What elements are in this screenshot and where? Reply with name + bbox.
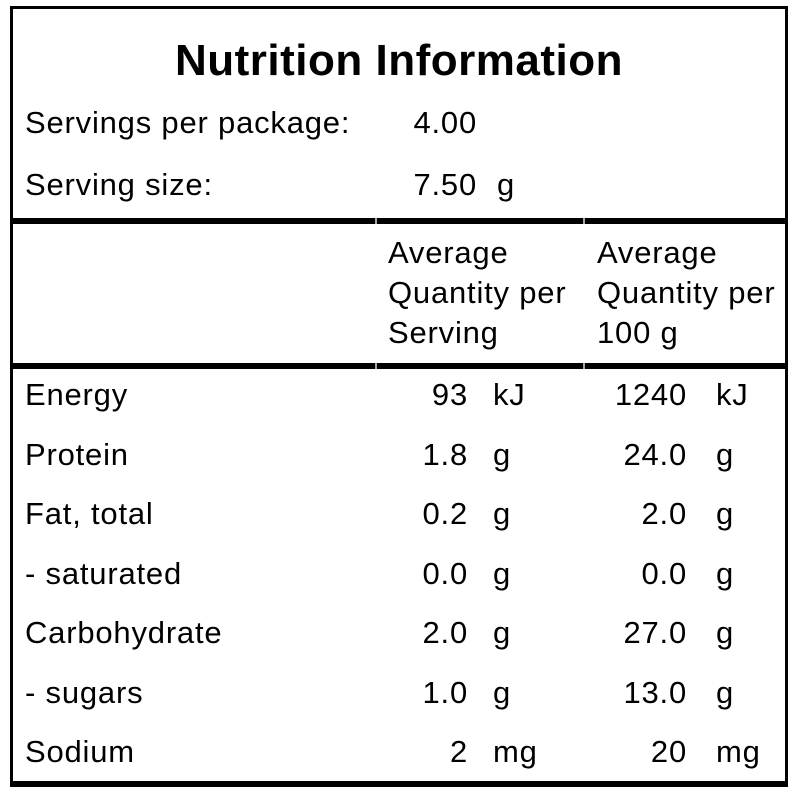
per-serving-unit: g <box>493 674 512 710</box>
per-100g-value: 2.0 <box>641 496 687 531</box>
nutrient-label: Carbohydrate <box>25 615 223 650</box>
per-serving-value: 0.0 <box>422 555 468 591</box>
nutrient-row-protein: Protein 1.8 g 24.0 g <box>13 435 785 495</box>
per-serving-value: 2 <box>449 734 468 769</box>
per-serving-value: 1.0 <box>422 674 468 710</box>
nutrient-label: Fat, total <box>25 496 154 531</box>
nutrient-row-carbohydrate: Carbohydrate 2.0 g 27.0 g <box>13 613 785 673</box>
section-divider-header <box>13 363 785 369</box>
nutrition-panel: Nutrition Information Servings per packa… <box>10 6 788 787</box>
per-100g-unit: g <box>716 674 735 710</box>
servings-per-package-row: Servings per package: 4.00 <box>13 103 785 143</box>
nutrient-table-body: Energy 93 kJ 1240 kJ Protein 1.8 g 24.0 … <box>13 375 785 792</box>
per-serving-value: 0.2 <box>422 496 468 531</box>
per-100g-unit: g <box>716 555 735 591</box>
nutrient-row-sugars: - sugars 1.0 g 13.0 g <box>13 673 785 733</box>
nutrient-label: Protein <box>25 436 129 472</box>
per-serving-value: 1.8 <box>422 436 468 472</box>
nutrient-row-energy: Energy 93 kJ 1240 kJ <box>13 375 785 435</box>
per-serving-unit: g <box>493 615 512 650</box>
servings-per-package-label: Servings per package: <box>25 105 351 140</box>
divider-seam <box>583 218 585 224</box>
per-serving-value: 93 <box>431 377 468 412</box>
nutrient-label: Sodium <box>25 734 135 769</box>
per-100g-value: 1240 <box>614 377 687 412</box>
per-100g-value: 24.0 <box>623 436 687 472</box>
per-100g-value: 20 <box>650 734 687 769</box>
per-100g-unit: g <box>716 496 735 531</box>
nutrient-row-saturated-fat: - saturated 0.0 g 0.0 g <box>13 554 785 614</box>
nutrient-row-fat-total: Fat, total 0.2 g 2.0 g <box>13 494 785 554</box>
nutrient-row-sodium: Sodium 2 mg 20 mg <box>13 732 785 792</box>
serving-size-value: 7.50 <box>413 167 477 202</box>
serving-size-unit: g <box>497 167 516 202</box>
nutrient-label: Energy <box>25 377 129 412</box>
per-serving-unit: g <box>493 555 512 591</box>
serving-size-label: Serving size: <box>25 167 213 202</box>
divider-seam <box>375 218 377 224</box>
per-100g-unit: g <box>716 615 735 650</box>
per-100g-value: 27.0 <box>623 615 687 650</box>
serving-size-row: Serving size: 7.50 g <box>13 165 785 205</box>
per-100g-unit: kJ <box>716 377 749 412</box>
per-serving-unit: kJ <box>493 377 526 412</box>
nutrient-label: - saturated <box>25 555 182 591</box>
per-serving-value: 2.0 <box>422 615 468 650</box>
column-header-per-100g: Average Quantity per 100 g <box>597 235 776 350</box>
servings-per-package-value: 4.00 <box>413 105 477 140</box>
per-100g-value: 13.0 <box>623 674 687 710</box>
per-100g-unit: g <box>716 436 735 472</box>
panel-title: Nutrition Information <box>175 36 623 85</box>
per-100g-value: 0.0 <box>641 555 687 591</box>
per-serving-unit: g <box>493 496 512 531</box>
divider-seam <box>583 363 585 369</box>
divider-seam <box>375 363 377 369</box>
per-serving-unit: mg <box>493 734 538 769</box>
section-divider-top <box>13 218 785 224</box>
per-serving-unit: g <box>493 436 512 472</box>
nutrient-label: - sugars <box>25 674 144 710</box>
per-100g-unit: mg <box>716 734 761 769</box>
column-header-per-serving: Average Quantity per Serving <box>388 235 567 350</box>
